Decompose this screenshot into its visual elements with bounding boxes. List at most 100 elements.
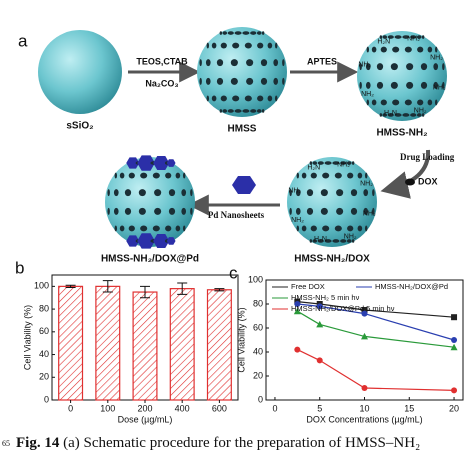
amine-label: NH₂ — [414, 107, 427, 114]
pore — [140, 172, 148, 179]
pore — [392, 99, 400, 106]
marker — [450, 343, 458, 351]
pore — [402, 35, 410, 39]
pore — [317, 161, 324, 165]
pore — [175, 225, 181, 232]
pore — [282, 77, 285, 85]
pore — [289, 189, 292, 197]
pore — [301, 172, 307, 179]
pore — [433, 81, 439, 89]
pore — [260, 59, 268, 67]
pore — [182, 225, 186, 232]
pore — [387, 113, 394, 117]
pore — [416, 113, 422, 117]
step-label: DOX — [418, 176, 438, 186]
pore — [128, 172, 135, 179]
bar — [132, 291, 158, 401]
pore — [390, 63, 398, 71]
pore — [205, 77, 211, 85]
pore — [232, 42, 240, 49]
pore — [363, 189, 369, 197]
pore — [434, 46, 438, 53]
y-axis-label: Cell Viability (%) — [22, 305, 32, 370]
pore — [301, 225, 307, 232]
marker — [293, 307, 301, 315]
x-tick-label: 0 — [68, 403, 73, 413]
marker — [451, 387, 458, 394]
pore — [421, 35, 425, 39]
pore — [332, 239, 340, 243]
series-line — [297, 303, 455, 341]
legend-label: HMSS-NH₂/DOX@Pd 5 min hν — [291, 304, 395, 313]
pd-sheet — [166, 237, 176, 245]
pore — [190, 207, 193, 215]
pore — [359, 63, 362, 71]
pore — [376, 81, 384, 89]
pore — [421, 113, 425, 117]
sphere-label: HMSS-NH₂/DOX@Pd — [101, 254, 199, 265]
pore — [404, 46, 412, 53]
pore — [365, 63, 371, 71]
error-bar — [65, 284, 76, 288]
pore — [282, 59, 285, 67]
pore — [154, 207, 162, 215]
pore — [371, 46, 377, 53]
sphere-label: HMSS-NH₂/DOX — [294, 254, 370, 265]
pore — [350, 189, 358, 197]
pore — [406, 63, 414, 71]
pore — [260, 77, 268, 85]
pore — [256, 31, 262, 35]
pore — [380, 46, 387, 53]
pore — [220, 42, 227, 49]
pore — [404, 99, 412, 106]
pore — [114, 172, 118, 179]
marker — [316, 357, 323, 364]
step-label: TEOS,CTAB — [136, 56, 188, 66]
pore — [124, 207, 132, 215]
amine-label: NH₂ — [363, 210, 376, 217]
arrow — [380, 149, 431, 199]
step-label: APTES — [307, 56, 337, 66]
pore — [309, 161, 313, 165]
pore — [346, 239, 352, 243]
panel-label: c — [229, 263, 238, 282]
amine-label: NH₂ — [360, 181, 373, 188]
pore — [416, 35, 422, 39]
y-tick-label: 40 — [253, 346, 263, 356]
y-tick-label: 0 — [258, 394, 263, 404]
pd-sheet — [137, 233, 155, 249]
pore — [230, 77, 238, 85]
pore — [380, 99, 387, 106]
pore — [232, 95, 240, 102]
pore — [114, 225, 118, 232]
bar — [169, 288, 195, 401]
amine-label: NH₂ — [433, 84, 446, 91]
pore — [257, 95, 264, 102]
legend-label: Free DOX — [291, 282, 325, 291]
pore — [387, 35, 394, 39]
pore — [205, 59, 211, 67]
pore — [152, 225, 160, 232]
x-tick-label: 600 — [212, 403, 227, 413]
pore — [175, 172, 181, 179]
pore — [206, 95, 210, 102]
pore — [257, 42, 264, 49]
pore — [336, 189, 344, 197]
pore — [357, 172, 363, 179]
pore — [168, 189, 176, 197]
pore — [332, 161, 340, 165]
x-tick-label: 5 — [317, 403, 322, 413]
pore — [427, 46, 433, 53]
pore — [394, 113, 402, 117]
amine-label: H₂N — [314, 236, 327, 243]
amine-label: NH₂ — [358, 61, 371, 68]
pore — [273, 59, 279, 67]
pore — [295, 207, 301, 215]
pore — [410, 35, 417, 39]
pore — [379, 35, 383, 39]
sphere — [38, 30, 122, 114]
step-label: Drug Loading — [400, 152, 455, 162]
pore — [394, 35, 402, 39]
pore — [402, 113, 410, 117]
bar — [58, 285, 84, 401]
